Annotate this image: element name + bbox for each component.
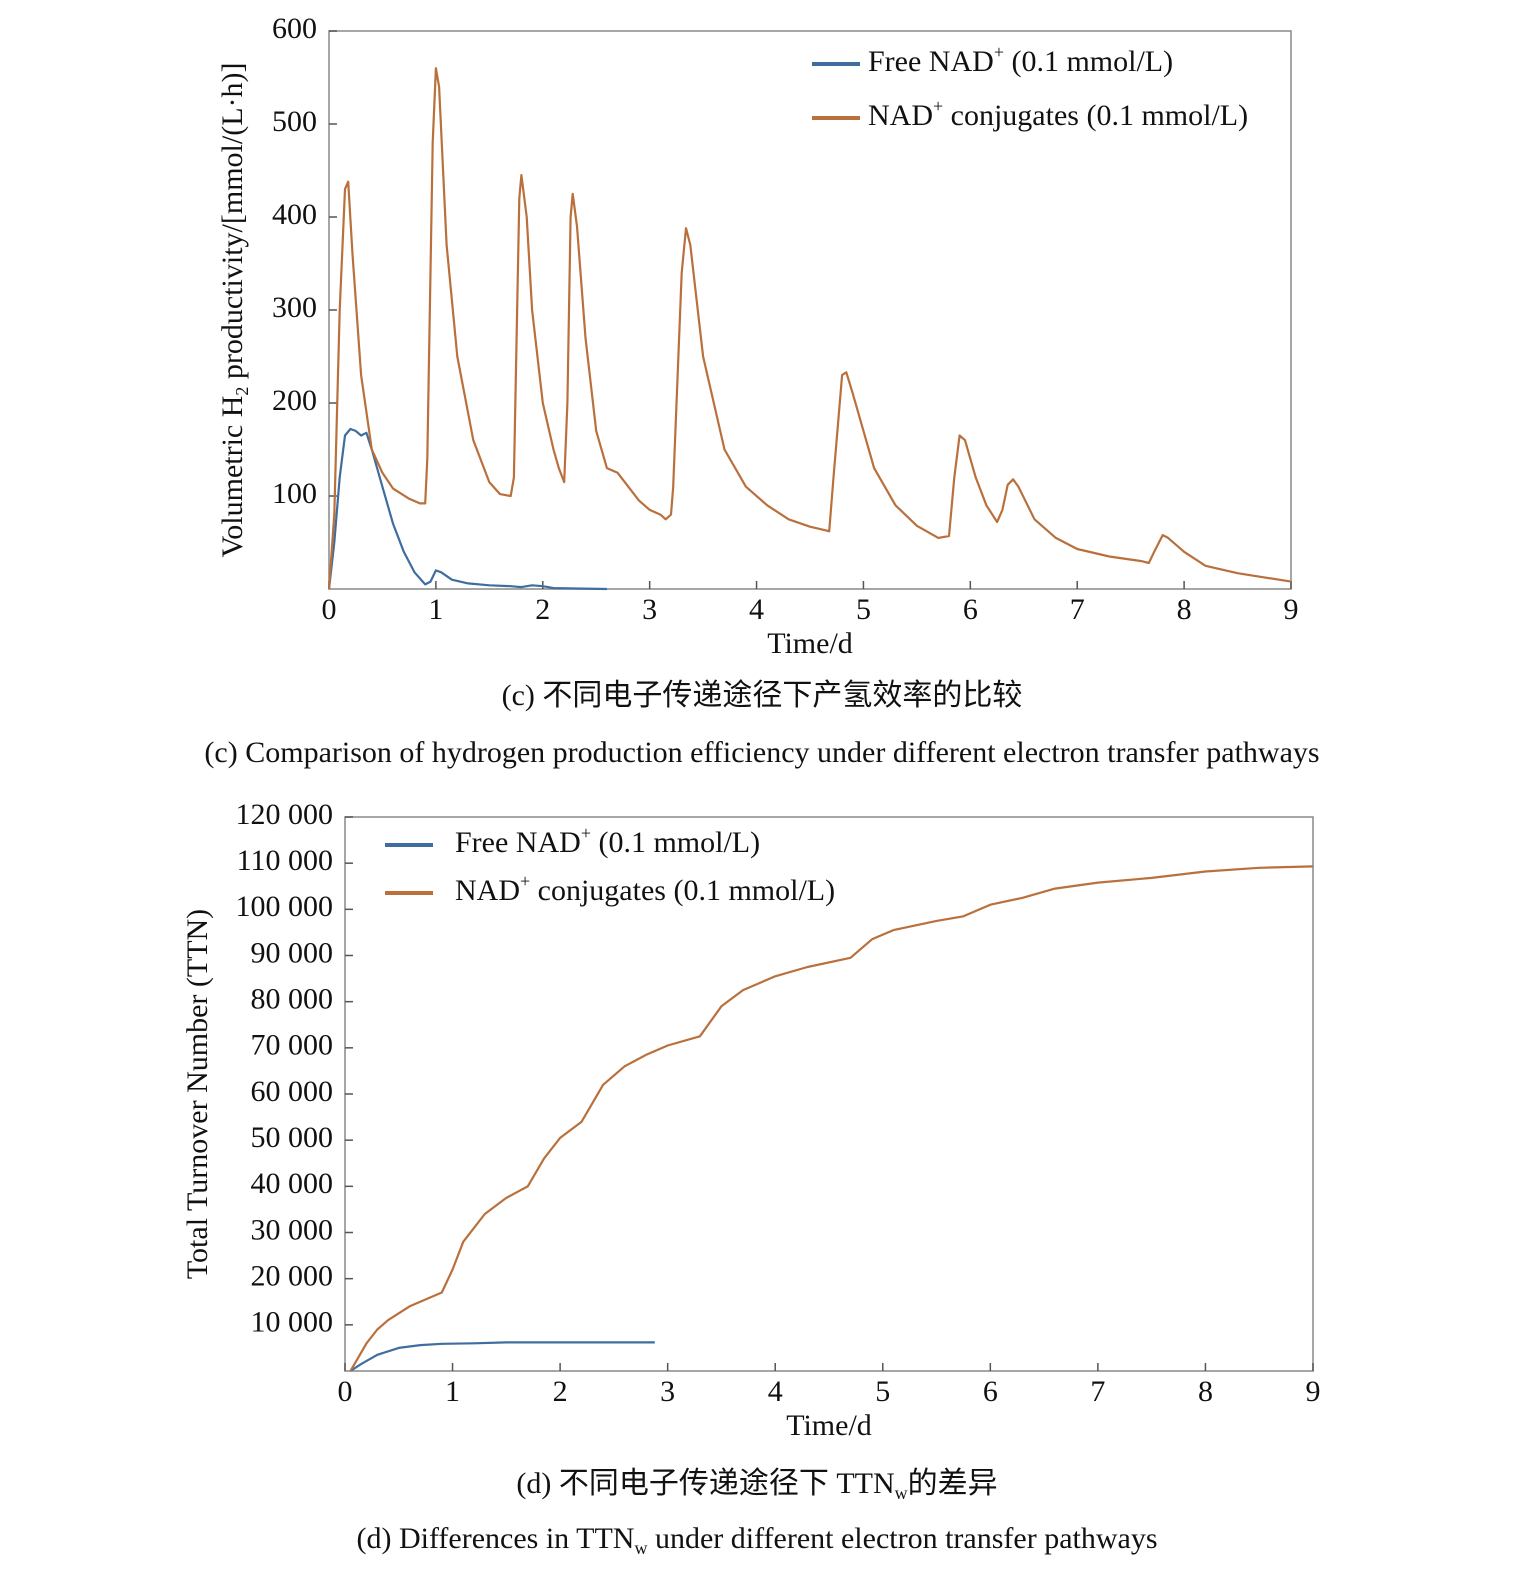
x-tick-label: 0: [338, 1375, 353, 1408]
y-tick-label: 400: [272, 198, 317, 231]
legend-label-part: NAD: [455, 874, 520, 907]
x-tick-label: 2: [535, 593, 550, 626]
data-line: [327, 67, 1292, 590]
data-line: [349, 1341, 655, 1372]
y-tick-label: 120 000: [236, 798, 334, 831]
y-tick-label: 50 000: [251, 1121, 334, 1154]
x-tick-label: 3: [660, 1375, 675, 1408]
legend-label-part: (0.1 mmol/L): [591, 826, 760, 859]
caption-zh-part: w: [895, 1483, 908, 1503]
x-tick-label: 9: [1306, 1375, 1321, 1408]
y-axis-label-part: Total Turnover Number (TTN): [181, 909, 214, 1279]
y-axis-label-part: Volumetric H: [216, 396, 249, 558]
caption-en: (d) Differences in TTNw under different …: [356, 1522, 1157, 1558]
legend-label-part: Free NAD: [868, 45, 994, 78]
y-axis-label: Total Turnover Number (TTN): [181, 909, 214, 1279]
y-tick-label: 300: [272, 291, 317, 324]
x-tick-label: 3: [642, 593, 657, 626]
legend-label: Free NAD+ (0.1 mmol/L): [868, 42, 1173, 78]
y-tick-label: 500: [272, 105, 317, 138]
legend-label-part: +: [994, 42, 1004, 62]
y-tick-label: 20 000: [251, 1260, 334, 1293]
x-tick-label: 6: [983, 1375, 998, 1408]
legend-label-part: +: [933, 96, 943, 116]
legend-label: NAD+ conjugates (0.1 mmol/L): [868, 96, 1248, 132]
x-tick-label: 5: [856, 593, 871, 626]
x-tick-label: 4: [749, 593, 764, 626]
x-tick-label: 0: [322, 593, 337, 626]
y-tick-label: 10 000: [251, 1306, 334, 1339]
caption-en-part: (d) Differences in TTN: [356, 1522, 634, 1555]
x-tick-label: 2: [553, 1375, 568, 1408]
legend-label-part: conjugates (0.1 mmol/L): [530, 874, 835, 907]
x-tick-label: 7: [1070, 593, 1085, 626]
y-tick-label: 80 000: [251, 983, 334, 1016]
y-tick-label: 60 000: [251, 1075, 334, 1108]
caption-zh: (d) 不同电子传递途径下 TTNw的差异: [516, 1467, 997, 1503]
legend-label-part: (0.1 mmol/L): [1004, 45, 1173, 78]
legend-label-part: +: [520, 871, 530, 891]
x-axis-label: Time/d: [767, 627, 853, 660]
y-tick-label: 600: [272, 12, 317, 45]
legend-label: NAD+ conjugates (0.1 mmol/L): [455, 871, 835, 907]
y-tick-label: 100: [272, 477, 317, 510]
caption-en-part: w: [634, 1538, 647, 1558]
x-tick-label: 8: [1177, 593, 1192, 626]
caption-zh-part: 的差异: [908, 1467, 998, 1500]
x-tick-label: 5: [875, 1375, 890, 1408]
caption-zh-part: (d) 不同电子传递途径下 TTN: [516, 1467, 894, 1500]
legend-label-part: conjugates (0.1 mmol/L): [943, 99, 1248, 132]
data-line: [327, 427, 607, 591]
x-tick-label: 1: [428, 593, 443, 626]
caption-en-part: under different electron transfer pathwa…: [647, 1522, 1157, 1555]
caption-en: (c) Comparison of hydrogen production ef…: [204, 736, 1319, 769]
legend-label-part: NAD: [868, 99, 933, 132]
legend-label-part: +: [581, 823, 591, 843]
x-tick-label: 6: [963, 593, 978, 626]
y-tick-label: 70 000: [251, 1029, 334, 1062]
legend-label-part: Free NAD: [455, 826, 581, 859]
y-axis-label-part: 2: [232, 387, 252, 396]
y-tick-label: 200: [272, 384, 317, 417]
x-axis-label: Time/d: [786, 1409, 872, 1442]
y-tick-label: 110 000: [237, 844, 333, 877]
x-tick-label: 9: [1284, 593, 1299, 626]
y-axis-label: Volumetric H2 productivity/[mmol/(L·h)]: [216, 62, 252, 557]
y-axis-label-part: productivity/[mmol/(L·h)]: [216, 62, 249, 386]
x-tick-label: 7: [1090, 1375, 1105, 1408]
x-tick-label: 4: [768, 1375, 783, 1408]
x-tick-label: 1: [445, 1375, 460, 1408]
data-line: [349, 865, 1314, 1372]
x-tick-label: 8: [1198, 1375, 1213, 1408]
y-tick-label: 30 000: [251, 1213, 334, 1246]
legend-label: Free NAD+ (0.1 mmol/L): [455, 823, 760, 859]
y-tick-label: 90 000: [251, 936, 334, 969]
y-tick-label: 100 000: [236, 890, 334, 923]
caption-zh: (c) 不同电子传递途径下产氢效率的比较: [502, 679, 1023, 712]
y-tick-label: 40 000: [251, 1167, 334, 1200]
